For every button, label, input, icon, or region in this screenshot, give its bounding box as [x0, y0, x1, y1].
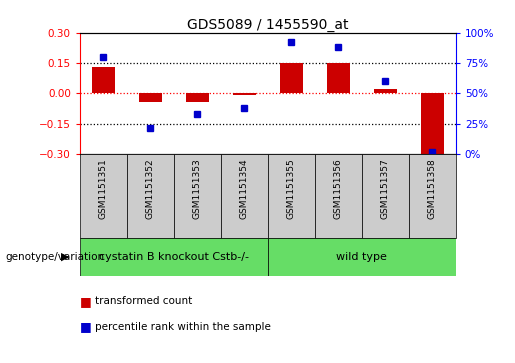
- Text: genotype/variation: genotype/variation: [5, 252, 104, 262]
- Bar: [127, 154, 174, 238]
- Bar: [80, 154, 127, 238]
- Bar: [233, 94, 256, 95]
- Text: GSM1151354: GSM1151354: [240, 158, 249, 219]
- Text: ■: ■: [80, 320, 92, 333]
- Bar: [373, 89, 397, 94]
- Bar: [280, 63, 303, 94]
- Bar: [409, 154, 456, 238]
- Text: GSM1151351: GSM1151351: [99, 158, 108, 219]
- Text: GSM1151357: GSM1151357: [381, 158, 390, 219]
- Text: transformed count: transformed count: [95, 296, 193, 306]
- Text: GSM1151356: GSM1151356: [334, 158, 343, 219]
- Bar: [221, 154, 268, 238]
- Text: cystatin B knockout Cstb-/-: cystatin B knockout Cstb-/-: [99, 252, 249, 262]
- Text: ▶: ▶: [61, 252, 70, 262]
- Bar: [185, 94, 209, 102]
- Bar: [327, 63, 350, 94]
- Text: GSM1151358: GSM1151358: [428, 158, 437, 219]
- Bar: [139, 94, 162, 102]
- Bar: [315, 154, 362, 238]
- Text: wild type: wild type: [336, 252, 387, 262]
- Bar: [421, 94, 444, 154]
- Bar: [80, 238, 268, 276]
- Bar: [268, 154, 315, 238]
- Bar: [362, 154, 409, 238]
- Text: GSM1151352: GSM1151352: [146, 158, 155, 219]
- Text: GSM1151353: GSM1151353: [193, 158, 202, 219]
- Title: GDS5089 / 1455590_at: GDS5089 / 1455590_at: [187, 18, 349, 32]
- Text: percentile rank within the sample: percentile rank within the sample: [95, 322, 271, 332]
- Text: ■: ■: [80, 295, 92, 308]
- Bar: [174, 154, 221, 238]
- Text: GSM1151355: GSM1151355: [287, 158, 296, 219]
- Bar: [92, 67, 115, 94]
- Bar: [268, 238, 456, 276]
